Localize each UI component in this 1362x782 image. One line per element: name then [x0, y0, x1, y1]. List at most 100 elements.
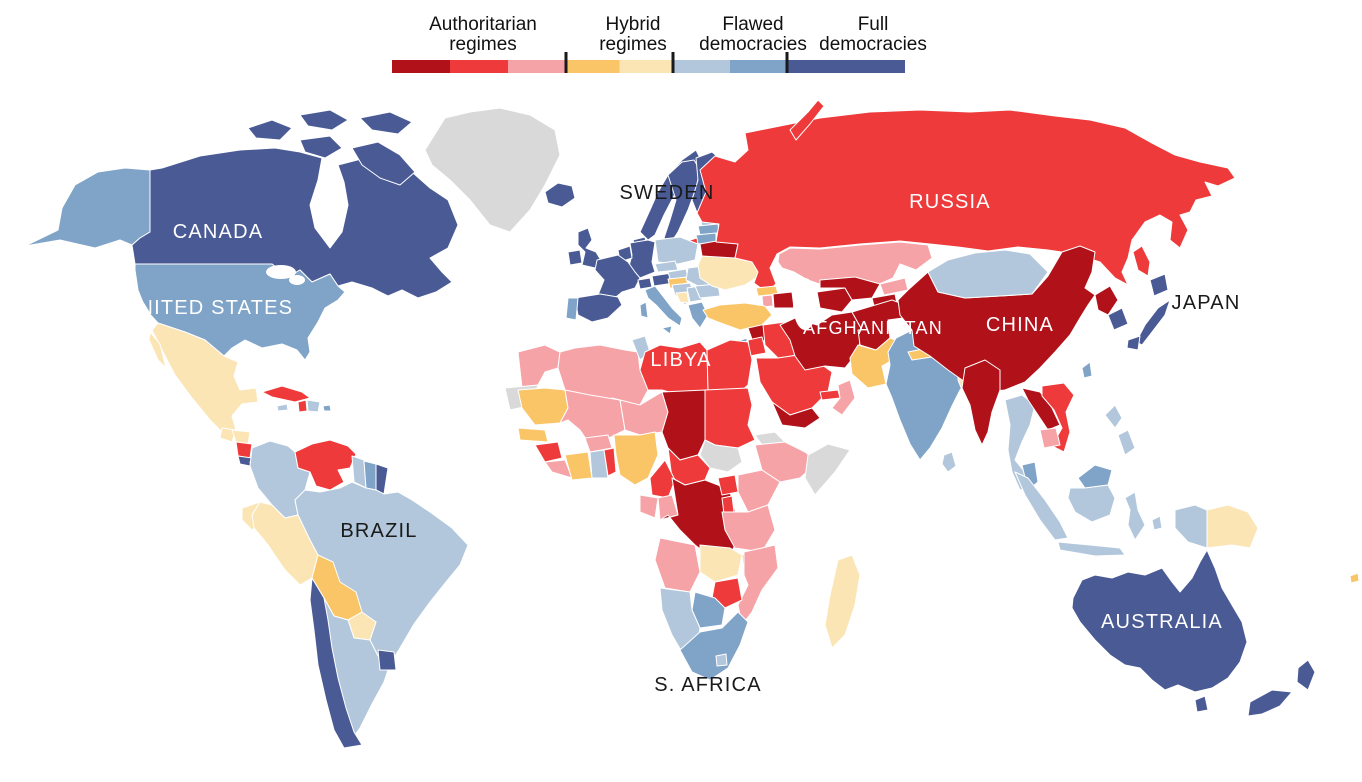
- country-jamaica: [276, 403, 289, 412]
- country-puerto-rico: [322, 404, 332, 412]
- indonesia-sumatra: [1014, 471, 1069, 541]
- country-papua-new-guinea: [1206, 504, 1259, 549]
- map-label-japan: JAPAN: [1172, 292, 1241, 314]
- great-lakes: [289, 275, 305, 285]
- country-senegal: [517, 427, 549, 443]
- country-mongolia: [927, 249, 1049, 299]
- indonesia-sulawesi: [1124, 491, 1146, 541]
- country-uganda: [717, 474, 739, 496]
- legend-category-flawed-line1: Flawed: [722, 14, 783, 35]
- country-sweden: [663, 159, 701, 245]
- map-labels: CANADA UNITED STATES SWEDEN RUSSIA JAPAN…: [123, 182, 1241, 696]
- country-rwanda-burundi: [721, 495, 735, 515]
- country-spain: [574, 293, 623, 323]
- map-label-afghanistan: AFGHANISTAN: [803, 318, 943, 338]
- country-uzbekistan: [819, 276, 881, 301]
- map-label-united-states: UNITED STATES: [123, 297, 293, 319]
- country-afghanistan: [851, 299, 909, 351]
- country-south-africa: [679, 611, 749, 681]
- country-somalia: [804, 443, 851, 496]
- country-sri-lanka: [941, 451, 957, 473]
- legend-category-hybrid-line1: Hybrid: [606, 14, 661, 35]
- italy-sicily: [661, 325, 673, 335]
- legend-category-authoritarian-line2: regimes: [449, 34, 517, 55]
- country-zambia: [699, 544, 743, 583]
- country-greece: [687, 301, 709, 329]
- canada-arctic-island: [299, 135, 343, 159]
- country-russia: [696, 109, 1236, 293]
- japan-hokkaido: [1149, 273, 1169, 297]
- legend-category-hybrid-line2: regimes: [599, 34, 667, 55]
- map-label-s-africa: S. AFRICA: [654, 674, 762, 696]
- country-dominican-republic: [306, 399, 321, 413]
- new-zealand-south-island: [1247, 689, 1293, 717]
- indonesia-java: [1057, 541, 1126, 557]
- country-cambodia: [1039, 427, 1061, 449]
- country-togo-benin: [603, 447, 617, 477]
- new-zealand-north-island: [1296, 659, 1316, 691]
- country-egypt: [706, 339, 753, 393]
- country-cameroon: [649, 459, 676, 499]
- country-chile: [309, 577, 363, 749]
- country-cuba: [261, 385, 311, 403]
- country-south-sudan: [699, 439, 743, 473]
- map-label-russia: RUSSIA: [909, 191, 991, 213]
- map-label-sweden: SWEDEN: [620, 182, 715, 204]
- philippines-mindanao: [1117, 429, 1136, 456]
- canada-arctic-island: [299, 109, 349, 131]
- legend-category-full-line2: democracies: [819, 34, 927, 55]
- country-taiwan: [1081, 361, 1093, 379]
- philippines-luzon: [1104, 404, 1123, 429]
- country-iceland: [544, 182, 576, 208]
- legend-swatch-full: [787, 60, 905, 73]
- country-vietnam: [1041, 382, 1075, 453]
- map-label-brazil: BRAZIL: [340, 520, 417, 542]
- map-label-canada: CANADA: [173, 221, 264, 243]
- legend-divider-tick: [671, 52, 675, 73]
- country-tanzania: [721, 504, 776, 553]
- country-madagascar: [824, 554, 861, 649]
- country-myanmar: [961, 359, 1001, 446]
- country-south-korea: [1107, 307, 1129, 331]
- canada-arctic-island: [359, 111, 413, 135]
- country-ireland: [567, 249, 583, 266]
- australia-tasmania: [1194, 695, 1209, 713]
- russia-novaya-zemlya: [789, 99, 825, 141]
- japan-kyushu: [1126, 335, 1141, 351]
- map-label-libya: LIBYA: [650, 349, 711, 371]
- country-haiti: [297, 399, 308, 413]
- country-yemen: [771, 401, 821, 429]
- legend-swatch-authoritarian-dark: [392, 60, 450, 73]
- caspian-sea: [793, 278, 817, 330]
- country-fiji: [1349, 572, 1360, 584]
- country-guinea: [534, 441, 563, 463]
- country-mozambique: [737, 544, 779, 626]
- canada-baffin-island: [351, 141, 416, 186]
- country-bosnia: [675, 291, 690, 304]
- country-suriname: [363, 460, 377, 491]
- country-australia: [1071, 549, 1248, 693]
- country-portugal: [565, 297, 579, 321]
- country-greenland: [424, 107, 561, 233]
- country-uruguay: [377, 649, 397, 671]
- japan-honshu: [1135, 299, 1171, 346]
- country-turkmenistan: [816, 287, 853, 313]
- country-venezuela: [294, 439, 357, 491]
- country-gabon: [639, 494, 659, 519]
- country-nigeria: [613, 431, 659, 486]
- mexico-baja: [148, 331, 167, 369]
- country-lesotho: [715, 653, 728, 667]
- canada-arctic-island: [247, 119, 293, 141]
- legend-swatch-flawed-light: [673, 60, 730, 73]
- country-azerbaijan: [772, 291, 795, 309]
- legend: Authoritarian regimes Hybrid regimes Fla…: [392, 14, 927, 73]
- italy-sardinia: [639, 301, 649, 319]
- map-label-australia: AUSTRALIA: [1101, 611, 1223, 633]
- legend-category-full-line1: Full: [858, 14, 889, 35]
- country-italy: [644, 285, 683, 327]
- country-france: [594, 254, 641, 303]
- world-map: CANADA UNITED STATES SWEDEN RUSSIA JAPAN…: [24, 99, 1360, 749]
- country-germany: [627, 239, 656, 279]
- legend-swatch-hybrid-light: [619, 60, 673, 73]
